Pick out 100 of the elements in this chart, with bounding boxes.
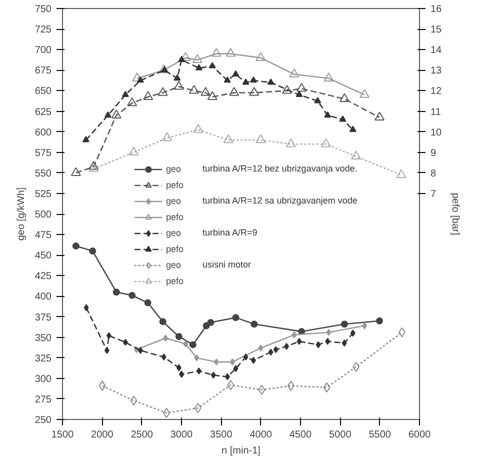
y-tick-label: 700: [34, 45, 52, 56]
point: [267, 78, 274, 85]
point: [284, 342, 290, 350]
point: [292, 331, 297, 338]
point: [258, 344, 264, 352]
point: [195, 64, 202, 70]
point: [223, 134, 234, 144]
point: [122, 90, 129, 98]
legend-label: pefo: [166, 243, 185, 256]
point: [194, 354, 200, 362]
point: [188, 85, 199, 94]
point: [250, 76, 257, 83]
y2-tick-label: 16: [430, 4, 442, 15]
legend-label: pefo: [166, 211, 185, 224]
point: [374, 112, 385, 121]
x-tick-label: 4500: [289, 430, 312, 440]
point: [256, 134, 266, 144]
point: [287, 380, 294, 391]
x-tick-label: 2500: [130, 430, 154, 440]
y2-axis-title: pefo [bar]: [450, 192, 461, 236]
point: [242, 78, 250, 85]
point: [376, 317, 384, 324]
point: [207, 91, 218, 100]
y-tick-label: 425: [34, 271, 52, 282]
point: [193, 124, 204, 133]
point: [196, 368, 202, 374]
annotation: turbina A/R=12 bez ubrizgavanja vode.: [202, 164, 358, 174]
point: [282, 85, 292, 94]
x-tick-label: 3000: [170, 430, 194, 440]
point: [398, 327, 406, 338]
point: [314, 97, 322, 104]
point: [128, 146, 139, 156]
point: [211, 48, 222, 57]
y2-tick-label: 7: [430, 188, 436, 200]
point: [229, 87, 240, 96]
point: [324, 72, 334, 82]
point: [227, 380, 234, 390]
point: [350, 330, 356, 337]
y-tick-label: 250: [34, 415, 52, 426]
point: [273, 346, 278, 354]
point: [89, 247, 96, 254]
point: [351, 150, 362, 160]
point: [224, 373, 230, 380]
x-tick-label: 1500: [51, 430, 74, 440]
point: [82, 136, 90, 142]
y-tick-label: 400: [34, 292, 52, 303]
y-tick-label: 475: [34, 230, 52, 242]
point: [127, 97, 138, 106]
point: [106, 332, 112, 340]
point: [162, 132, 172, 142]
point: [70, 167, 81, 176]
y-tick-label: 300: [34, 374, 52, 385]
point: [321, 138, 332, 148]
y-tick-label: 675: [34, 66, 52, 77]
y-tick-label: 750: [34, 4, 52, 15]
y-tick-label: 725: [34, 24, 52, 36]
y-tick-label: 275: [34, 394, 52, 406]
legend-label: pefo: [166, 275, 185, 288]
point: [136, 76, 144, 83]
y-axis-title: geo [g/kWh]: [16, 187, 27, 241]
annotation: usisni motor: [202, 260, 252, 270]
point: [84, 304, 89, 312]
annotation: turbina A/R=12 sa ubrizgavanjem vode: [202, 196, 358, 206]
point: [296, 338, 302, 345]
point: [128, 292, 136, 299]
point: [178, 56, 186, 62]
point: [360, 89, 370, 98]
point: [161, 66, 168, 72]
point: [207, 319, 214, 326]
point: [289, 68, 300, 78]
point: [159, 318, 166, 326]
point: [122, 338, 128, 346]
point: [286, 138, 296, 148]
point: [268, 348, 274, 356]
point: [143, 91, 154, 100]
point: [243, 354, 248, 361]
point: [226, 48, 236, 57]
point: [158, 87, 168, 96]
point: [258, 384, 266, 395]
x-axis-title: n [min-1]: [222, 446, 261, 456]
point: [200, 87, 211, 96]
point: [98, 380, 106, 391]
x-tick-label: 5500: [368, 430, 392, 440]
point: [339, 116, 346, 122]
point: [296, 90, 303, 98]
point: [163, 334, 168, 342]
point: [250, 356, 256, 364]
point: [163, 408, 170, 418]
legend-label: geo: [166, 163, 182, 176]
y2-tick-label: 14: [430, 45, 442, 56]
point: [111, 110, 122, 118]
point: [230, 358, 235, 366]
point: [189, 341, 196, 348]
point: [208, 62, 216, 68]
legend-label: geo: [166, 227, 182, 240]
point: [174, 74, 181, 81]
y-tick-label: 575: [34, 148, 52, 159]
point: [175, 332, 182, 340]
point: [210, 372, 216, 379]
x-tick-label: 4000: [250, 430, 272, 440]
